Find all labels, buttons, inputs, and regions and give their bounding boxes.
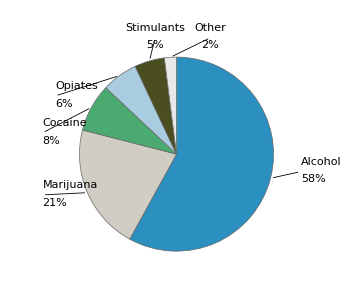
Wedge shape: [79, 130, 176, 239]
Text: 5%: 5%: [146, 40, 164, 50]
Wedge shape: [130, 57, 274, 251]
Text: 6%: 6%: [55, 99, 73, 109]
Text: 21%: 21%: [43, 198, 67, 208]
Text: Marijuana: Marijuana: [43, 180, 98, 190]
Text: Alcohol: Alcohol: [301, 157, 341, 167]
Text: 2%: 2%: [202, 40, 219, 50]
Text: Opiates: Opiates: [55, 81, 98, 91]
Text: Stimulants: Stimulants: [125, 23, 185, 33]
Wedge shape: [164, 57, 176, 154]
Text: Other: Other: [195, 23, 226, 33]
Text: Cocaine: Cocaine: [43, 118, 87, 128]
Wedge shape: [83, 88, 176, 154]
Text: 58%: 58%: [301, 174, 325, 184]
Wedge shape: [135, 58, 176, 154]
Text: 8%: 8%: [43, 136, 60, 146]
Wedge shape: [106, 66, 176, 154]
